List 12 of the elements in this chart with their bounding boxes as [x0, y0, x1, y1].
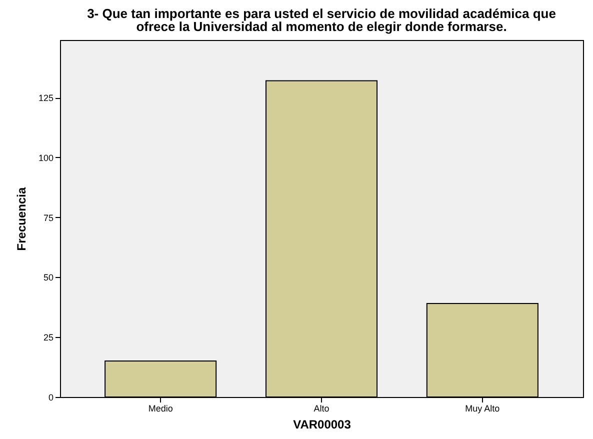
y-tick-label: 25 — [43, 332, 54, 343]
y-tick-label: 125 — [38, 93, 54, 104]
x-tick-label: Alto — [314, 404, 330, 414]
x-tick-label: Muy Alto — [465, 404, 500, 414]
y-tick-label: 0 — [48, 392, 54, 402]
y-tick-label: 50 — [43, 272, 54, 283]
y-axis-title: Frecuencia — [14, 187, 28, 251]
x-axis-title: VAR00003 — [293, 418, 352, 432]
y-tick-label: 75 — [43, 212, 54, 223]
y-tick-label: 100 — [38, 152, 54, 163]
x-tick-label: Medio — [148, 404, 173, 414]
chart-title: 3- Que tan importante es para usted el servicio de movilidad académica que ofrece la Universidad al momento de elegir donde formarse. — [87, 6, 556, 34]
